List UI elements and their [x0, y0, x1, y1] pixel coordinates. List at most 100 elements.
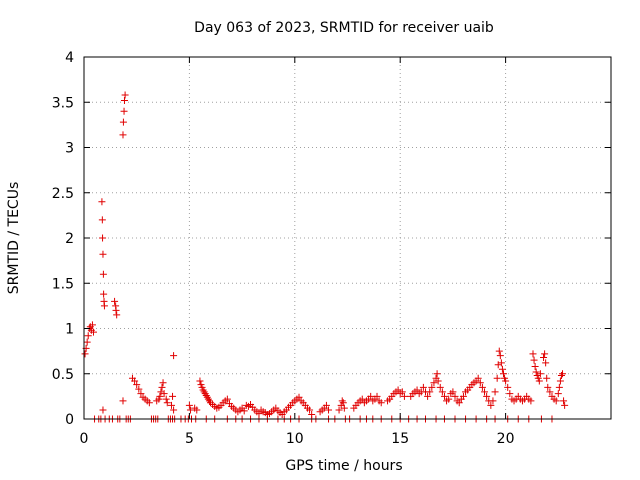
data-point: [557, 372, 565, 380]
data-point: [88, 321, 96, 329]
data-point: [552, 397, 560, 405]
data-point: [340, 404, 348, 412]
y-tick-label: 2.5: [52, 186, 74, 202]
data-point: [556, 377, 564, 385]
data-point: [377, 399, 385, 407]
data-point: [112, 306, 120, 314]
data-point: [98, 198, 106, 206]
y-axis-label: SRMTID / TECUs: [6, 182, 22, 295]
data-point: [497, 359, 505, 367]
data-point: [430, 379, 438, 387]
data-point: [358, 395, 366, 403]
data-point: [159, 379, 167, 387]
data-point: [419, 383, 427, 391]
data-point: [541, 350, 549, 358]
data-point: [169, 392, 177, 400]
data-point: [99, 234, 107, 242]
data-point: [478, 383, 486, 391]
data-point: [99, 406, 107, 414]
data-point: [398, 388, 406, 396]
y-tick-label: 3: [65, 141, 74, 157]
data-point: [119, 131, 127, 139]
data-point: [394, 386, 402, 394]
data-point: [84, 332, 92, 340]
data-point: [111, 297, 119, 305]
data-point: [544, 383, 552, 391]
data-point: [499, 370, 507, 378]
data-point: [203, 393, 211, 401]
data-point: [113, 311, 121, 319]
data-point: [474, 374, 482, 382]
data-point: [163, 399, 171, 407]
data-point: [135, 385, 143, 393]
data-point: [335, 406, 343, 414]
data-point: [561, 401, 569, 409]
data-point: [495, 347, 503, 355]
x-tick-label: 0: [80, 431, 89, 447]
data-point: [527, 397, 535, 405]
data-point: [322, 401, 330, 409]
data-point: [459, 392, 467, 400]
data-point: [338, 397, 346, 405]
data-point: [554, 390, 562, 398]
data-point: [199, 386, 207, 394]
data-point: [202, 391, 210, 399]
data-point: [186, 406, 194, 414]
data-point: [487, 401, 495, 409]
data-point: [200, 388, 208, 396]
data-point: [481, 388, 489, 396]
data-point: [367, 392, 375, 400]
data-point: [476, 379, 484, 387]
y-tick-label: 4: [65, 50, 74, 66]
data-point: [204, 395, 212, 403]
data-point: [98, 216, 106, 224]
data-point: [156, 392, 164, 400]
data-point: [325, 406, 333, 414]
data-point: [100, 302, 108, 310]
data-point: [560, 397, 568, 405]
y-tick-label: 3.5: [52, 95, 74, 111]
data-point: [339, 399, 347, 407]
data-point: [185, 401, 193, 409]
data-point: [455, 399, 463, 407]
data-point: [491, 388, 499, 396]
data-point: [445, 395, 453, 403]
data-point: [433, 370, 441, 378]
data-point: [489, 397, 497, 405]
chart-title: Day 063 of 2023, SRMTID for receiver uai…: [194, 20, 494, 36]
data-point: [162, 395, 170, 403]
data-point: [205, 397, 213, 405]
data-point: [223, 395, 231, 403]
data-point: [119, 397, 127, 405]
data-point: [170, 352, 178, 360]
data-point: [530, 356, 538, 364]
data-point: [451, 392, 459, 400]
data-point: [536, 370, 544, 378]
y-tick-label: 1: [65, 322, 74, 338]
data-point: [157, 388, 165, 396]
y-tick-label: 0: [65, 412, 74, 428]
data-point: [496, 352, 504, 360]
data-point: [145, 399, 153, 407]
data-point: [193, 406, 201, 414]
data-point: [89, 328, 97, 336]
data-point: [449, 388, 457, 396]
x-tick-label: 5: [185, 431, 194, 447]
data-point: [160, 390, 168, 398]
x-tick-label: 10: [286, 431, 304, 447]
data-point: [532, 368, 540, 376]
data-point: [120, 107, 128, 115]
data-point: [498, 365, 506, 373]
plot-frame: [83, 56, 612, 420]
data-point: [240, 407, 248, 415]
data-point: [559, 370, 567, 378]
data-point: [493, 374, 501, 382]
data-point: [546, 388, 554, 396]
data-point: [131, 377, 139, 385]
x-axis-label: GPS time / hours: [285, 458, 402, 474]
data-point: [158, 383, 166, 391]
data-point: [137, 390, 145, 398]
data-point: [413, 386, 421, 394]
data-point: [196, 377, 204, 385]
data-point: [306, 406, 314, 414]
